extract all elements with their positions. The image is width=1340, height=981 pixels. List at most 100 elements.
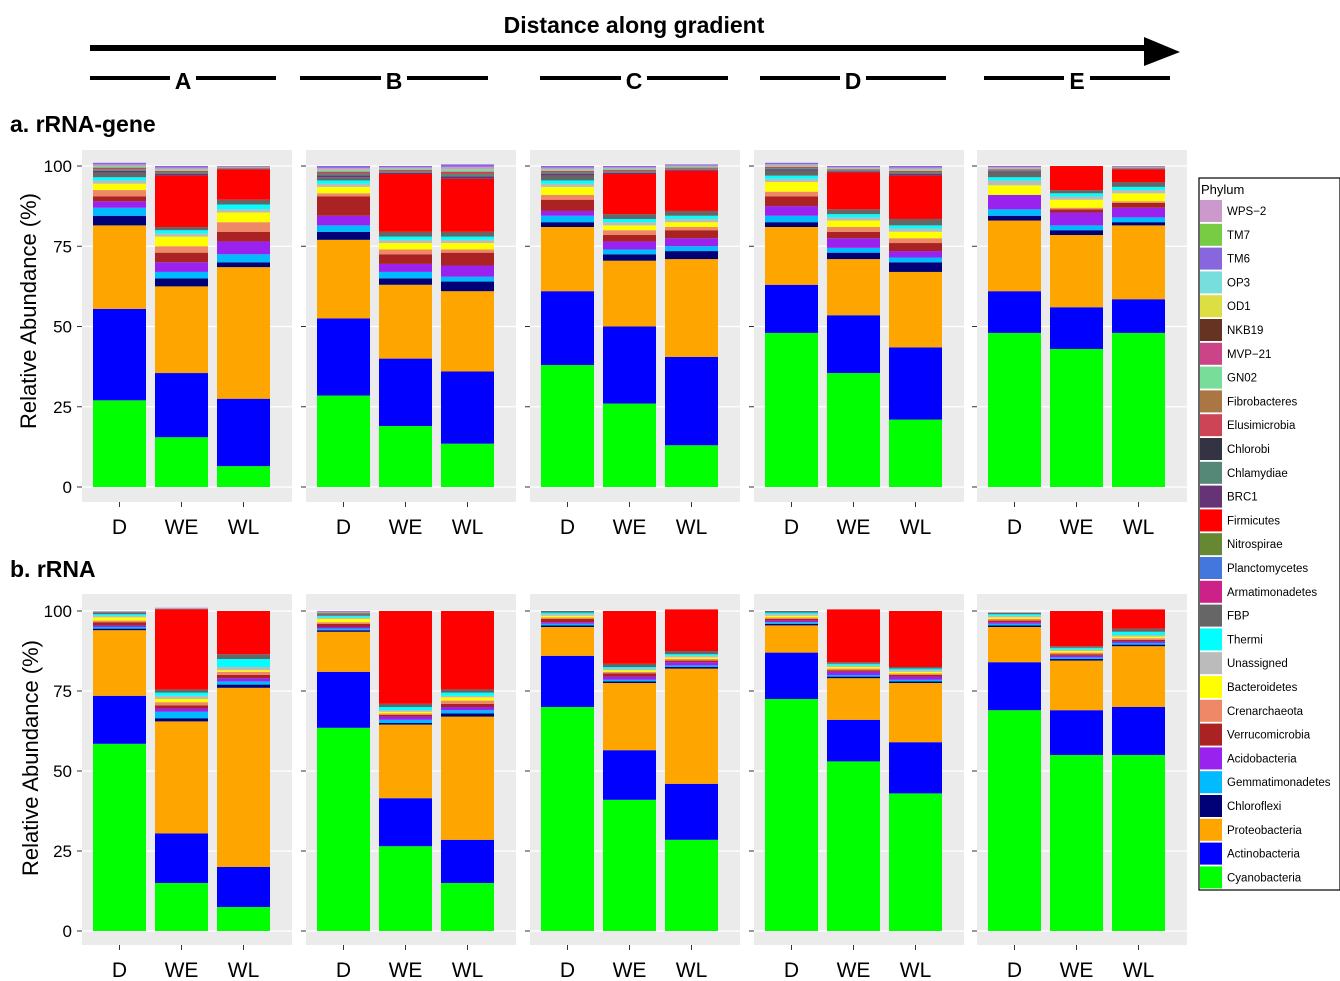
- gradient-arrow-head: [1144, 37, 1180, 66]
- bar-segment-crenarchaeota: [889, 673, 942, 675]
- bar-segment-firmicutes: [441, 611, 494, 690]
- bar-segment-proteobacteria: [541, 226, 594, 292]
- bar-segment-minor: [988, 171, 1041, 173]
- y-tick-label: 50: [53, 318, 72, 337]
- bar-segment-bacteroidetes: [379, 711, 432, 714]
- bar-segment-chloroflexi: [217, 684, 270, 688]
- bar-segment-cyanobacteria: [379, 846, 432, 931]
- legend-swatch: [1200, 295, 1222, 318]
- bar-segment-verrucomicrobia: [93, 196, 146, 202]
- bar-segment-unassigned: [603, 222, 656, 226]
- bar-segment-actinobacteria: [665, 356, 718, 446]
- bar-segment-chloroflexi: [665, 251, 718, 260]
- bar-segment-actinobacteria: [93, 308, 146, 401]
- y-tick-label: 0: [63, 478, 72, 497]
- bar-segment-gemmatimonadetes: [217, 254, 270, 263]
- bar-segment-minor: [317, 611, 370, 613]
- bar-segment-actinobacteria: [441, 371, 494, 444]
- bar-segment-minor: [217, 167, 270, 169]
- bar-segment-cyanobacteria: [1112, 755, 1165, 931]
- bar-segment-crenarchaeota: [1112, 638, 1165, 640]
- bar-segment-chloroflexi: [541, 625, 594, 627]
- legend-label: TM6: [1227, 254, 1250, 266]
- bar-segment-cyanobacteria: [988, 710, 1041, 931]
- bar-segment-minor: [441, 164, 494, 167]
- bar-segment-minor: [379, 171, 432, 173]
- y-tick-label: 0: [63, 922, 72, 941]
- bar-segment-unassigned: [665, 218, 718, 223]
- bar-segment-minor: [379, 167, 432, 169]
- legend-swatch: [1200, 414, 1222, 437]
- bar-segment-minor: [765, 166, 818, 169]
- bar-segment-gemmatimonadetes: [1050, 225, 1103, 231]
- bar-segment-verrucomicrobia: [765, 619, 818, 621]
- bar-segment-cyanobacteria: [1050, 348, 1103, 487]
- bar-segment-bacteroidetes: [1050, 199, 1103, 208]
- bar-segment-crenarchaeota: [1112, 201, 1165, 203]
- bar-segment-verrucomicrobia: [603, 673, 656, 677]
- bar-segment-crenarchaeota: [217, 671, 270, 675]
- legend-swatch: [1200, 271, 1222, 294]
- bar-segment-chloroflexi: [603, 254, 656, 261]
- legend-label: OD1: [1227, 301, 1251, 313]
- bar-segment-proteobacteria: [379, 724, 432, 799]
- bar-segment-minor: [541, 174, 594, 176]
- x-tick-label: WL: [228, 516, 260, 539]
- bar-segment-minor: [379, 168, 432, 171]
- bar-segment-minor: [827, 167, 880, 169]
- bar-segment-crenarchaeota: [541, 617, 594, 619]
- bar-segment-actinobacteria: [765, 284, 818, 333]
- bar-segment-crenarchaeota: [317, 622, 370, 624]
- bar-segment-minor: [889, 172, 942, 175]
- bar-segment-thermi: [988, 177, 1041, 181]
- bar-segment-acidobacteria: [379, 716, 432, 720]
- bar-segment-minor: [665, 164, 718, 166]
- bar-segment-gemmatimonadetes: [603, 249, 656, 255]
- bar-segment-bacteroidetes: [93, 183, 146, 191]
- bar-segment-fbp: [93, 172, 146, 178]
- y-tick-label: 50: [53, 762, 72, 781]
- y-tick-label: 75: [53, 682, 72, 701]
- bar-segment-minor: [317, 169, 370, 172]
- bar-segment-chloroflexi: [317, 630, 370, 632]
- x-tick-label: WL: [1123, 959, 1155, 981]
- bar-segment-fbp: [217, 654, 270, 659]
- bar-segment-verrucomicrobia: [379, 715, 432, 717]
- bar-segment-gemmatimonadetes: [765, 215, 818, 223]
- bar-segment-minor: [765, 169, 818, 171]
- bar-segment-bacteroidetes: [93, 617, 146, 621]
- bar-segment-chloroflexi: [988, 215, 1041, 221]
- legend-swatch: [1200, 247, 1222, 270]
- bar-segment-proteobacteria: [441, 291, 494, 372]
- bar-segment-minor: [541, 166, 594, 168]
- bar-segment-bacteroidetes: [379, 243, 432, 250]
- bar-segment-fbp: [441, 689, 494, 693]
- bar-segment-cyanobacteria: [827, 761, 880, 931]
- bar-segment-acidobacteria: [603, 676, 656, 680]
- facet-C: D WE WL: [525, 594, 740, 981]
- bar-segment-firmicutes: [379, 611, 432, 704]
- facet-E: D WE WL: [972, 150, 1187, 539]
- bar-segment-cyanobacteria: [155, 883, 208, 931]
- bar-segment-minor: [93, 167, 146, 170]
- bar-segment-proteobacteria: [217, 687, 270, 867]
- x-tick-label: D: [112, 516, 127, 539]
- bar-segment-actinobacteria: [317, 318, 370, 396]
- bar-segment-firmicutes: [889, 175, 942, 219]
- bar-segment-fbp: [765, 611, 818, 613]
- bar-segment-crenarchaeota: [988, 619, 1041, 621]
- bar-segment-unassigned: [988, 180, 1041, 186]
- bar-segment-minor: [155, 172, 208, 175]
- bar-segment-verrucomicrobia: [541, 199, 594, 211]
- bar-segment-unassigned: [155, 233, 208, 237]
- bar-segment-acidobacteria: [1050, 212, 1103, 226]
- bar-segment-chloroflexi: [665, 667, 718, 669]
- bar-segment-actinobacteria: [441, 839, 494, 883]
- bar-segment-minor: [317, 612, 370, 613]
- bar-segment-verrucomicrobia: [441, 703, 494, 707]
- bar-segment-minor: [93, 169, 146, 171]
- bar-segment-verrucomicrobia: [441, 252, 494, 266]
- bar-segment-chloroflexi: [988, 625, 1041, 627]
- bar-segment-actinobacteria: [603, 326, 656, 404]
- bar-segment-proteobacteria: [665, 259, 718, 357]
